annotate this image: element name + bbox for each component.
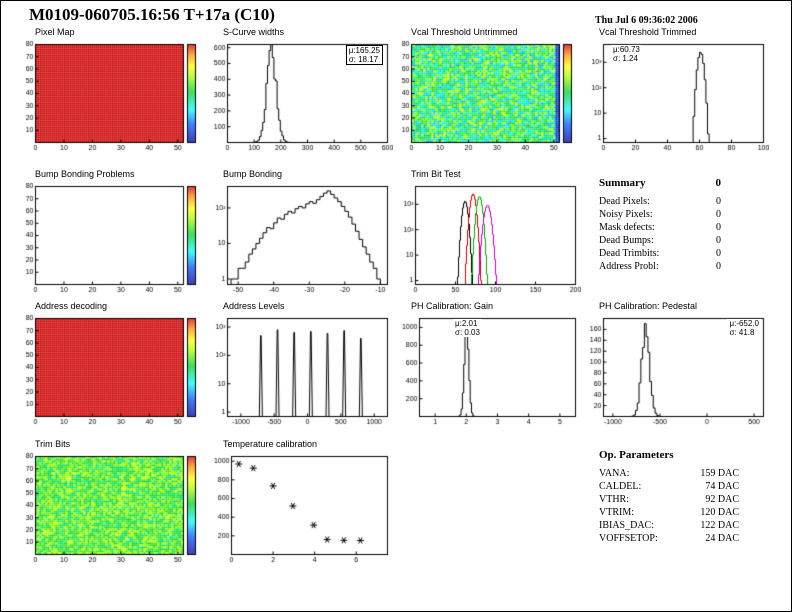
plot-trim-bit-test: Trim Bit Test — [397, 169, 581, 297]
stats-vcal-trimmed: μ:60.73 σ: 1.24 — [611, 45, 642, 63]
bump-bonding-canvas — [209, 181, 393, 297]
op-label: VTRIM: — [599, 507, 634, 518]
op-row-vtrim: VTRIM: 120 DAC — [599, 506, 739, 519]
stats-ph-gain: μ:2.01 σ: 0.03 — [453, 319, 482, 337]
summary-label: Dead Trimbits: — [599, 248, 660, 259]
plot-address-decoding: Address decoding — [21, 301, 205, 429]
op-value: 74 DAC — [705, 481, 739, 492]
summary-value: 0 — [716, 235, 721, 246]
plot-bump-bonding-problems: Bump Bonding Problems — [21, 169, 205, 297]
summary-title: Summary — [599, 177, 646, 189]
plot-title-scurve-widths: S-Curve widths — [223, 27, 285, 37]
stat-mean: μ:2.01 — [455, 319, 478, 328]
plot-address-levels: Address Levels — [209, 301, 393, 429]
stat-mean: μ:60.73 — [613, 45, 640, 54]
plot-title-ph-pedestal: PH Calibration: Pedestal — [599, 301, 698, 311]
plot-trim-bits: Trim Bits — [21, 439, 205, 567]
stat-sigma: σ: 41.8 — [729, 328, 755, 337]
plot-pixel-map: Pixel Map — [21, 27, 205, 155]
summary-row-mask-defects: Mask defects: 0 — [599, 221, 721, 234]
stat-mean: μ:165.25 — [348, 46, 380, 55]
summary-label: Dead Pixels: — [599, 196, 650, 207]
op-label: CALDEL: — [599, 481, 642, 492]
summary-value: 0 — [716, 222, 721, 233]
plot-title-vcal-trimmed: Vcal Threshold Trimmed — [599, 27, 697, 37]
bump-problems-canvas — [21, 181, 205, 297]
summary-row-dead-bumps: Dead Bumps: 0 — [599, 234, 721, 247]
op-row-vana: VANA: 159 DAC — [599, 467, 739, 480]
op-label: VANA: — [599, 468, 630, 479]
stats-ph-pedestal: μ:-652.0 σ: 41.8 — [727, 319, 761, 337]
summary-row-address-probl: Address Probl: 0 — [599, 260, 721, 273]
summary-value: 0 — [716, 196, 721, 207]
op-parameters-title: Op. Parameters — [599, 449, 674, 461]
summary-row-dead-pixels: Dead Pixels: 0 — [599, 195, 721, 208]
trim-bit-test-canvas — [397, 181, 581, 297]
vcal-untrimmed-canvas — [397, 39, 581, 155]
summary-total: 0 — [715, 177, 722, 189]
summary-label: Address Probl: — [599, 261, 659, 272]
plot-title-address-decoding: Address decoding — [35, 301, 108, 311]
op-value: 122 DAC — [700, 520, 739, 531]
summary-row-noisy-pixels: Noisy Pixels: 0 — [599, 208, 721, 221]
summary-label: Noisy Pixels: — [599, 209, 653, 220]
stat-sigma: σ: 18.17 — [348, 55, 379, 64]
plot-ph-gain: PH Calibration: Gain μ:2.01 σ: 0.03 — [397, 301, 581, 429]
timestamp: Thu Jul 6 09:36:02 2006 — [595, 15, 698, 26]
plot-title-ph-gain: PH Calibration: Gain — [411, 301, 494, 311]
pixel-map-canvas — [21, 39, 205, 155]
stats-box-scurve: μ:165.25 σ: 18.17 — [345, 45, 383, 65]
summary-panel: Summary 0 Dead Pixels: 0 Noisy Pixels: 0… — [599, 177, 721, 273]
summary-value: 0 — [716, 209, 721, 220]
plot-vcal-trimmed: Vcal Threshold Trimmed μ:60.73 σ: 1.24 — [585, 27, 769, 155]
address-decoding-canvas — [21, 313, 205, 429]
summary-label: Mask defects: — [599, 222, 655, 233]
plot-vcal-untrimmed: Vcal Threshold Untrimmed — [397, 27, 581, 155]
summary-row-dead-trimbits: Dead Trimbits: 0 — [599, 247, 721, 260]
stat-mean: μ:-652.0 — [729, 319, 759, 328]
op-row-caldel: CALDEL: 74 DAC — [599, 480, 739, 493]
op-value: 24 DAC — [705, 533, 739, 544]
plot-title-pixel-map: Pixel Map — [35, 27, 75, 37]
ph-gain-canvas — [397, 313, 581, 429]
op-value: 120 DAC — [700, 507, 739, 518]
op-label: VTHR: — [599, 494, 629, 505]
op-row-ibias-dac: IBIAS_DAC: 122 DAC — [599, 519, 739, 532]
address-levels-canvas — [209, 313, 393, 429]
op-row-vthr: VTHR: 92 DAC — [599, 493, 739, 506]
summary-value: 0 — [716, 261, 721, 272]
plot-title-trim-bit-test: Trim Bit Test — [411, 169, 461, 179]
plot-title-trim-bits: Trim Bits — [35, 439, 71, 449]
op-row-voffsetop: VOFFSETOP: 24 DAC — [599, 532, 739, 545]
op-value: 159 DAC — [700, 468, 739, 479]
summary-value: 0 — [716, 248, 721, 259]
plot-temperature-calibration: Temperature calibration — [209, 439, 393, 567]
plot-title-vcal-untrimmed: Vcal Threshold Untrimmed — [411, 27, 518, 37]
stat-sigma: σ: 0.03 — [455, 328, 480, 337]
plot-title-bump-bonding: Bump Bonding — [223, 169, 283, 179]
page-title: M0109-060705.16:56 T+17a (C10) — [29, 5, 275, 24]
stat-sigma: σ: 1.24 — [613, 54, 638, 63]
op-value: 92 DAC — [705, 494, 739, 505]
temperature-canvas — [209, 451, 393, 567]
op-label: VOFFSETOP: — [599, 533, 658, 544]
plot-title-bump-problems: Bump Bonding Problems — [35, 169, 135, 179]
op-parameters-panel: Op. Parameters VANA: 159 DAC CALDEL: 74 … — [599, 449, 739, 545]
plot-scurve-widths: S-Curve widths μ:165.25 σ: 18.17 — [209, 27, 393, 155]
summary-label: Dead Bumps: — [599, 235, 654, 246]
trim-bits-canvas — [21, 451, 205, 567]
plot-title-temperature: Temperature calibration — [223, 439, 318, 449]
plot-title-address-levels: Address Levels — [223, 301, 285, 311]
op-label: IBIAS_DAC: — [599, 520, 655, 531]
plot-bump-bonding: Bump Bonding — [209, 169, 393, 297]
plot-ph-pedestal: PH Calibration: Pedestal μ:-652.0 σ: 41.… — [585, 301, 769, 429]
